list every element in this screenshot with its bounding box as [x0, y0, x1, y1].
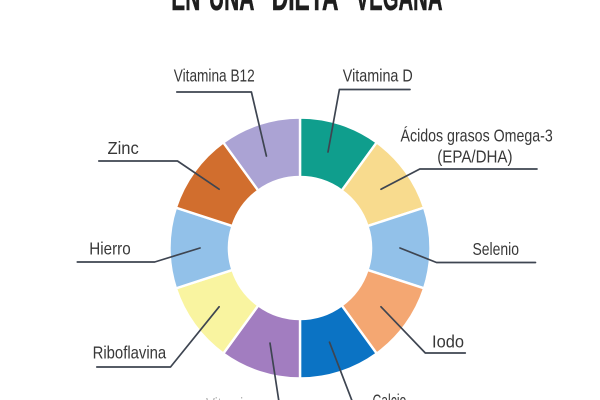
svg-text:Riboflavina: Riboflavina	[93, 342, 167, 362]
svg-text:Selenio: Selenio	[473, 239, 520, 259]
svg-text:Ácidos grasos Omega-3: Ácidos grasos Omega-3	[401, 125, 553, 145]
svg-text:Calcio: Calcio	[373, 391, 407, 400]
svg-text:(EPA/DHA): (EPA/DHA)	[437, 147, 512, 167]
svg-text:Vitamina: Vitamina	[206, 394, 258, 400]
svg-text:UNA: UNA	[209, 0, 254, 18]
svg-text:Iodo: Iodo	[432, 331, 464, 351]
svg-text:DIETA: DIETA	[272, 0, 339, 18]
svg-text:Vitamina D: Vitamina D	[343, 65, 413, 85]
svg-text:Hierro: Hierro	[89, 238, 130, 258]
svg-text:VEGANA: VEGANA	[356, 0, 443, 18]
svg-text:EN: EN	[171, 0, 200, 18]
svg-text:Zinc: Zinc	[108, 138, 140, 158]
svg-text:Vitamina B12: Vitamina B12	[174, 66, 255, 86]
